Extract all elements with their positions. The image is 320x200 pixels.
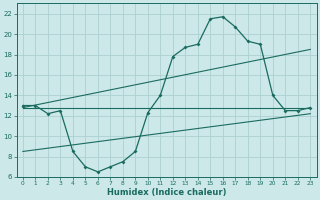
X-axis label: Humidex (Indice chaleur): Humidex (Indice chaleur) xyxy=(107,188,226,197)
